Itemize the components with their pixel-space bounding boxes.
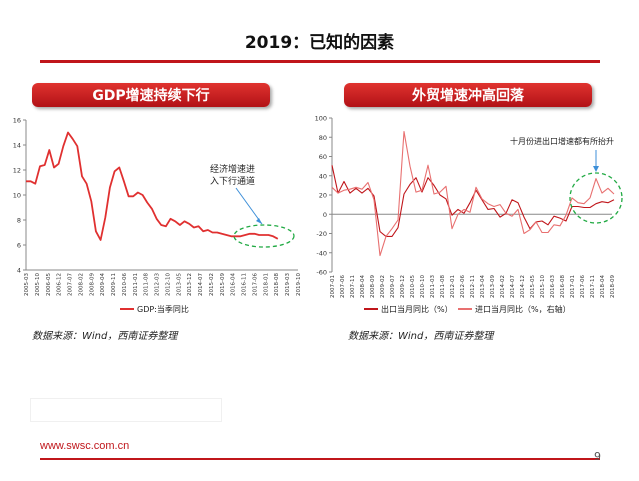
x-tick-label: 2008-04 bbox=[360, 275, 366, 298]
highlight-ellipse bbox=[569, 172, 623, 224]
legend-label: 进口当月同比（%，右轴） bbox=[475, 304, 571, 314]
x-tick-label: 2013-09 bbox=[490, 275, 496, 298]
y-tick-label: 20 bbox=[319, 192, 327, 200]
x-tick-label: 2016-03 bbox=[550, 275, 556, 298]
x-tick-label: 2019-10 bbox=[296, 273, 302, 296]
x-tick-label: 2009-02 bbox=[380, 275, 386, 298]
y-tick-label: 10 bbox=[13, 192, 21, 200]
website-link[interactable]: www.swsc.com.cn bbox=[40, 440, 130, 452]
x-tick-label: 2018-08 bbox=[274, 273, 280, 296]
x-tick-label: 2015-05 bbox=[530, 275, 536, 298]
y-tick-label: 80 bbox=[319, 134, 327, 142]
x-tick-label: 2017-06 bbox=[580, 275, 586, 298]
x-tick-label: 2012-10 bbox=[165, 273, 171, 296]
y-tick-label: 12 bbox=[13, 167, 21, 175]
x-tick-label: 2007-11 bbox=[350, 275, 356, 298]
y-tick-label: -20 bbox=[316, 230, 327, 238]
slide-title: 2019：已知的因素 bbox=[244, 33, 395, 53]
right-panel-header: 外贸增速冲高回落 bbox=[344, 83, 592, 107]
y-tick-label: 0 bbox=[323, 211, 327, 219]
y-tick-label: 8 bbox=[17, 217, 21, 225]
x-tick-label: 2008-02 bbox=[78, 273, 84, 296]
x-tick-label: 2017-11 bbox=[590, 275, 596, 298]
x-tick-label: 2011-03 bbox=[430, 275, 436, 298]
y-tick-label: 60 bbox=[319, 153, 327, 161]
x-tick-label: 2015-09 bbox=[220, 273, 226, 296]
x-tick-label: 2008-09 bbox=[370, 275, 376, 298]
x-tick-label: 2013-05 bbox=[176, 273, 182, 296]
x-tick-label: 2014-12 bbox=[520, 275, 526, 298]
x-tick-label: 2012-06 bbox=[460, 275, 466, 298]
x-tick-label: 2011-08 bbox=[144, 273, 150, 296]
y-tick-label: 100 bbox=[315, 115, 327, 123]
x-tick-label: 2017-01 bbox=[570, 275, 576, 298]
x-tick-label: 2011-08 bbox=[440, 275, 446, 298]
x-tick-label: 2011-01 bbox=[133, 273, 139, 296]
x-tick-label: 2010-06 bbox=[122, 273, 128, 296]
y-tick-label: 6 bbox=[17, 242, 21, 250]
x-tick-label: 2019-03 bbox=[285, 273, 291, 296]
x-tick-label: 2015-02 bbox=[209, 273, 215, 296]
gdp-chart: 4 6 8 10 12 14 16 2005-03 2005-10 2006-05 2006-12 2… bbox=[13, 117, 302, 315]
x-tick-label: 2010-05 bbox=[410, 275, 416, 298]
x-tick-label: 2012-01 bbox=[450, 275, 456, 298]
x-tick-label: 2013-12 bbox=[187, 273, 193, 296]
x-tick-label: 2018-01 bbox=[263, 273, 269, 296]
series-line-1 bbox=[26, 131, 279, 241]
annotation-arrow-head bbox=[593, 166, 599, 172]
title-divider bbox=[40, 60, 600, 63]
y-tick-label: -40 bbox=[316, 249, 327, 257]
x-tick-label: 2007-01 bbox=[330, 275, 336, 298]
y-tick-label: 16 bbox=[13, 117, 21, 125]
x-tick-label: 2012-11 bbox=[470, 275, 476, 298]
x-tick-label: 2018-04 bbox=[600, 275, 606, 298]
series-line-2 bbox=[331, 130, 615, 257]
empty-placeholder-box bbox=[30, 398, 222, 422]
annotation-arrow-head bbox=[256, 218, 262, 224]
footer-divider bbox=[40, 458, 600, 460]
x-tick-label: 2009-12 bbox=[400, 275, 406, 298]
y-tick-label: 4 bbox=[17, 267, 21, 275]
series-line-1 bbox=[331, 165, 615, 237]
right-source-note: 数据来源：Wind，西南证券整理 bbox=[348, 331, 494, 342]
left-panel-header: GDP增速持续下行 bbox=[32, 83, 270, 107]
x-tick-label: 2014-02 bbox=[500, 275, 506, 298]
x-tick-label: 2009-04 bbox=[100, 273, 106, 296]
x-tick-label: 2009-11 bbox=[111, 273, 117, 296]
x-tick-label: 2009-07 bbox=[390, 275, 396, 298]
x-tick-label: 2007-06 bbox=[340, 275, 346, 298]
highlight-ellipse bbox=[233, 224, 295, 248]
x-tick-label: 2016-11 bbox=[242, 273, 248, 296]
x-tick-label: 2012-03 bbox=[155, 273, 161, 296]
x-tick-label: 2015-10 bbox=[540, 275, 546, 298]
y-tick-label: -60 bbox=[316, 269, 327, 277]
x-tick-label: 2006-12 bbox=[57, 273, 63, 296]
legend-label: GDP:当季同比 bbox=[137, 304, 189, 314]
x-tick-label: 2008-09 bbox=[89, 273, 95, 296]
x-tick-label: 2006-05 bbox=[46, 273, 52, 296]
x-tick-label: 2013-04 bbox=[480, 275, 486, 298]
x-tick-label: 2005-10 bbox=[35, 273, 41, 296]
x-tick-label: 2016-04 bbox=[231, 273, 237, 296]
x-tick-label: 2014-07 bbox=[198, 273, 204, 296]
left-source-note: 数据来源：Wind，西南证券整理 bbox=[32, 331, 178, 342]
x-tick-label: 2016-08 bbox=[560, 275, 566, 298]
x-tick-label: 2014-07 bbox=[510, 275, 516, 298]
x-tick-label: 2018-09 bbox=[610, 275, 616, 298]
annotation-text: 十月份进出口增速都有所抬升 bbox=[510, 136, 614, 146]
x-tick-label: 2005-03 bbox=[24, 273, 30, 296]
y-tick-label: 14 bbox=[13, 142, 21, 150]
annotation-text-line2: 入下行通道 bbox=[210, 175, 255, 187]
x-tick-label: 2007-07 bbox=[68, 273, 74, 296]
trade-chart: -60 -40 -20 0 20 40 60 80 100 2007-01 2007-06 2007-… bbox=[315, 115, 623, 314]
legend-label: 出口当月同比（%） bbox=[381, 304, 453, 314]
x-tick-label: 2017-06 bbox=[252, 273, 258, 296]
x-tick-label: 2010-10 bbox=[420, 275, 426, 298]
annotation-text-line1: 经济增速进 bbox=[210, 163, 255, 175]
page-number: 9 bbox=[594, 450, 601, 463]
annotation-arrow bbox=[235, 187, 263, 225]
y-tick-label: 40 bbox=[319, 172, 327, 180]
